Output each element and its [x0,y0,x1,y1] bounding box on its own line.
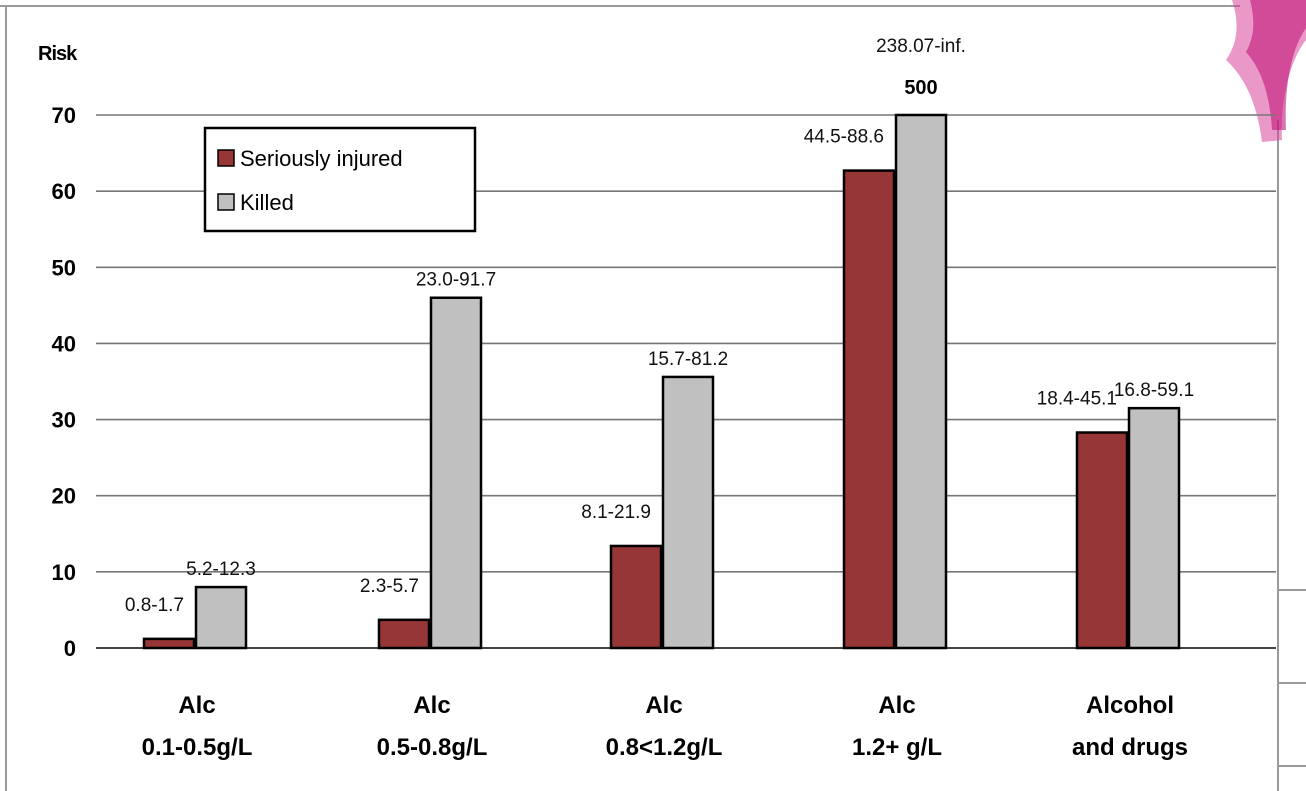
y-tick-label: 50 [52,255,76,280]
data-label-seriously-injured: 2.3-5.7 [360,576,419,597]
x-category-label-line: Alc [878,692,915,719]
bar-killed [661,375,715,650]
data-label-killed: 16.8-59.1 [1114,380,1194,401]
legend-box [203,126,477,233]
bar-killed [194,585,248,650]
bar-seriously-injured [842,169,896,650]
y-tick-label: 10 [52,560,76,585]
y-tick-label: 40 [52,331,76,356]
legend: Seriously injured Killed [203,126,477,233]
bar-seriously-injured [142,637,196,650]
data-label-killed: 238.07-inf. [876,36,966,57]
x-category-label-line: Alc [178,692,215,719]
data-label-seriously-injured: 0.8-1.7 [125,595,184,616]
logo-decoration [1226,0,1306,142]
bar-killed [894,113,948,650]
x-category-label-line: 0.1-0.5g/L [142,734,253,761]
y-tick-label: 0 [64,636,76,661]
legend-swatch [217,149,235,167]
legend-entry: Killed [240,190,294,215]
legend-swatch [217,193,235,211]
bar-killed [429,296,483,650]
legend-entry: Seriously injured [240,146,403,171]
data-label-seriously-injured: 8.1-21.9 [581,502,651,523]
x-category-label: Alc 0.8<1.2g/L [606,692,723,761]
x-category-label-line: 0.5-0.8g/L [377,734,488,761]
data-label-seriously-injured: 44.5-88.6 [804,127,884,148]
data-label-killed: 15.7-81.2 [648,349,728,370]
data-label-killed: 23.0-91.7 [416,270,496,291]
data-label-killed: 5.2-12.3 [186,559,256,580]
x-category-label: Alc 1.2+ g/L [852,692,942,761]
y-tick-label: 60 [52,179,76,204]
x-category-label: Alc 0.5-0.8g/L [377,692,488,761]
y-tick-label: 70 [52,103,76,128]
x-category-label-line: Alcohol [1086,692,1174,719]
x-category-label: Alc 0.1-0.5g/L [142,692,253,761]
bar-killed [1127,406,1181,650]
x-category-label-line: and drugs [1072,734,1188,761]
x-category-label-line: 0.8<1.2g/L [606,734,723,761]
y-axis-label: Risk [38,43,78,65]
x-category-label-line: Alc [645,692,682,719]
y-tick-label: 20 [52,484,76,509]
x-category-label: Alcohol and drugs [1072,692,1188,761]
x-category-label-line: 1.2+ g/L [852,734,942,761]
bar-seriously-injured [609,544,663,650]
bar-seriously-injured [377,618,431,650]
y-tick-label: 30 [52,408,76,433]
annotation-label: 500 [904,77,937,99]
x-category-label-line: Alc [413,692,450,719]
data-label-seriously-injured: 18.4-45.1 [1037,389,1117,410]
bar-seriously-injured [1075,431,1129,650]
